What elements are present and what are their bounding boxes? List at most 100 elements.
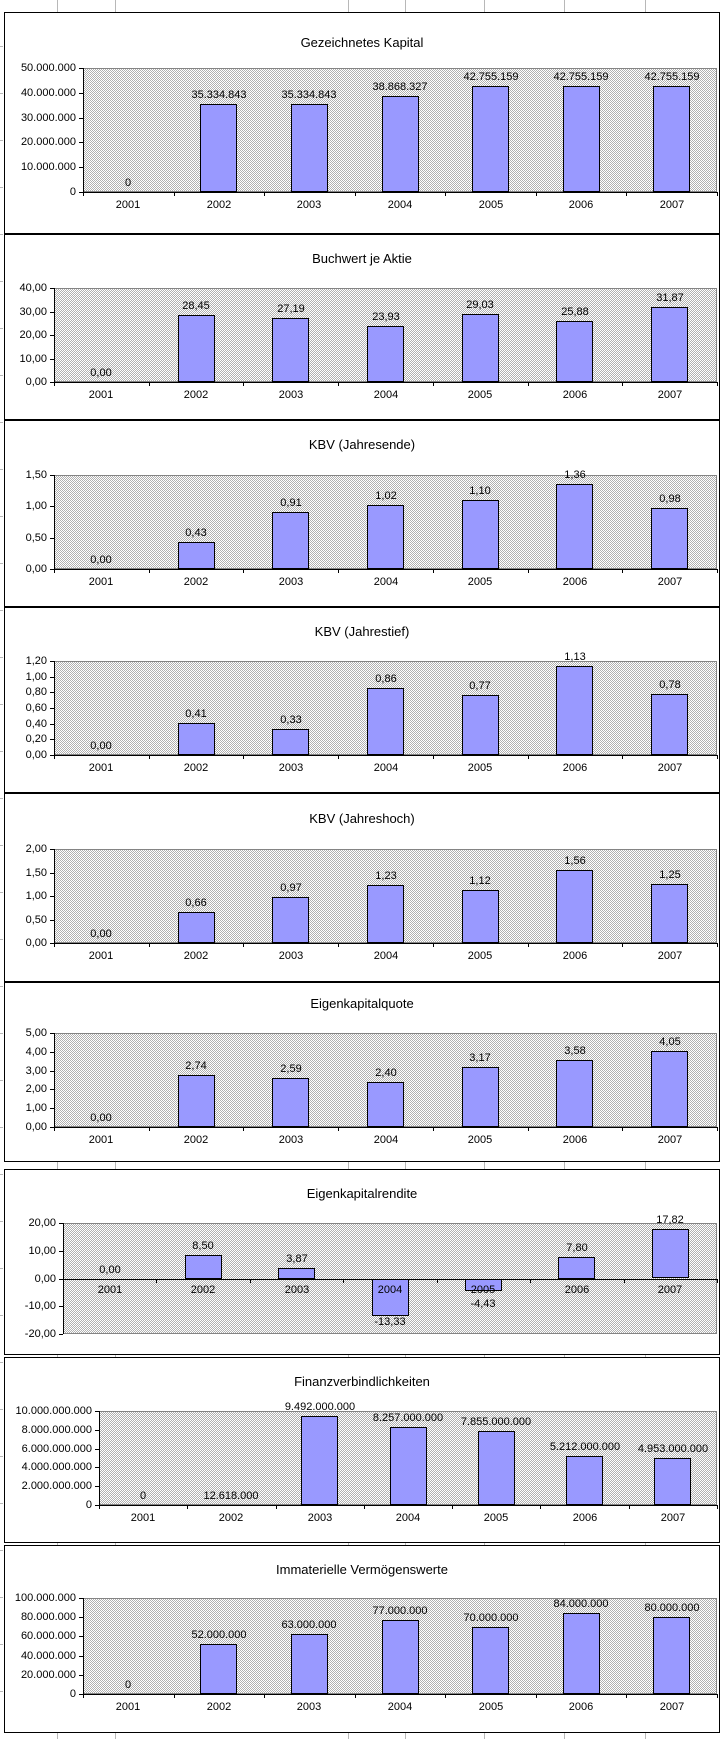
- data-label: 77.000.000: [372, 1605, 428, 1617]
- bar-2002[interactable]: [178, 912, 215, 943]
- data-label: 3,87: [286, 1253, 308, 1265]
- x-axis-tick: [54, 943, 55, 947]
- chart-1-box[interactable]: Gezeichnetes Kapital 0 10.000.000 20.000.00…: [4, 12, 720, 234]
- bar-2002[interactable]: [200, 1644, 237, 1694]
- chart-7-box[interactable]: Eigenkapitalrendite -20,00 -10,00 0,00 10,00…: [4, 1169, 720, 1355]
- chart-6-box[interactable]: Eigenkapitalquote 0,00 1,00 2,00 3,00 4,00 5,0…: [4, 982, 720, 1162]
- x-axis-tick: [437, 1279, 438, 1283]
- bar-2004[interactable]: [367, 1082, 404, 1127]
- bar-2004[interactable]: [382, 1620, 419, 1694]
- bar-2005[interactable]: [462, 1067, 499, 1127]
- bar-2004[interactable]: [372, 1279, 409, 1316]
- y-axis-tick-label: 2,00: [25, 1083, 47, 1095]
- bar-2004[interactable]: [367, 688, 404, 755]
- chart-title: Gezeichnetes Kapital: [300, 35, 424, 50]
- x-axis-category-label: 2003: [278, 576, 304, 588]
- bar-2005[interactable]: [462, 695, 499, 755]
- bar-2005[interactable]: [462, 314, 499, 382]
- bar-2006[interactable]: [563, 1613, 600, 1694]
- bar-2007[interactable]: [651, 508, 688, 569]
- bar-2005[interactable]: [478, 1431, 515, 1505]
- bar-2003[interactable]: [272, 1078, 309, 1127]
- bar-2007[interactable]: [652, 1229, 689, 1278]
- chart-title: Finanzverbindlichkeiten: [294, 1374, 430, 1389]
- x-axis-line: [63, 1279, 717, 1280]
- chart-title: Eigenkapitalrendite: [306, 1186, 418, 1201]
- bar-2007[interactable]: [651, 884, 688, 943]
- y-axis-tick: [50, 506, 54, 507]
- y-axis-tick-label: 100.000.000: [14, 1592, 76, 1604]
- data-label: 0,77: [469, 680, 491, 692]
- bar-2007[interactable]: [653, 86, 690, 192]
- data-label: 1,23: [375, 870, 397, 882]
- y-axis-tick: [59, 1334, 63, 1335]
- y-axis-tick: [59, 1251, 63, 1252]
- bar-2003[interactable]: [272, 512, 309, 569]
- bar-2002[interactable]: [178, 1075, 215, 1127]
- x-axis-category-label: 2001: [115, 1701, 141, 1713]
- data-label: -4,43: [470, 1298, 496, 1310]
- bar-2005[interactable]: [472, 86, 509, 192]
- data-label: 3,17: [469, 1052, 491, 1064]
- data-label: 27,19: [277, 303, 305, 315]
- bar-2006[interactable]: [556, 666, 593, 755]
- y-axis-tick-label: 10.000.000.000: [15, 1405, 92, 1417]
- bar-2006[interactable]: [556, 321, 593, 382]
- bar-2002[interactable]: [178, 315, 215, 382]
- bar-2007[interactable]: [651, 694, 688, 755]
- bar-2006[interactable]: [556, 870, 593, 943]
- y-axis-tick-label: 0,00: [34, 1273, 56, 1285]
- chart-2-box[interactable]: Buchwert je Aktie 0,00 10,00 20,00 30,00 40,0…: [4, 234, 720, 420]
- x-axis-tick: [536, 192, 537, 196]
- bar-2003[interactable]: [301, 1416, 338, 1505]
- bar-2006[interactable]: [566, 1456, 603, 1505]
- x-axis-tick: [622, 755, 623, 759]
- bar-2006[interactable]: [556, 1060, 593, 1127]
- x-axis-tick: [243, 382, 244, 386]
- chart-8-box[interactable]: Finanzverbindlichkeiten 0 2.000.000.000 4.0…: [4, 1357, 720, 1543]
- bar-2002[interactable]: [185, 1255, 222, 1279]
- bar-2007[interactable]: [654, 1458, 691, 1505]
- bar-2003[interactable]: [272, 318, 309, 382]
- bar-2004[interactable]: [390, 1427, 427, 1505]
- data-label: -13,33: [374, 1316, 406, 1328]
- bar-2006[interactable]: [556, 484, 593, 569]
- bar-2004[interactable]: [367, 505, 404, 569]
- chart-5-box[interactable]: KBV (Jahreshoch) 0,00 0,50 1,00 1,50 2,00 0,00…: [4, 793, 720, 982]
- chart-3-box[interactable]: KBV (Jahresende) 0,00 0,50 1,00 1,50 0,00 2001…: [4, 420, 720, 607]
- bar-2002[interactable]: [200, 104, 237, 192]
- bar-2003[interactable]: [272, 729, 309, 755]
- bar-2003[interactable]: [278, 1268, 315, 1279]
- y-axis-tick-label: 1,00: [25, 890, 47, 902]
- sheet-column-gridline: [484, 1543, 485, 1545]
- bar-2002[interactable]: [178, 723, 215, 755]
- x-axis-tick: [149, 1127, 150, 1131]
- chart-4-box[interactable]: KBV (Jahrestief) 0,00 0,20 0,40 0,60 0,80 1,00…: [4, 607, 720, 793]
- bar-2004[interactable]: [382, 96, 419, 192]
- bar-2003[interactable]: [272, 897, 309, 943]
- bar-2007[interactable]: [653, 1617, 690, 1694]
- data-label: 7,80: [566, 1242, 588, 1254]
- bar-2003[interactable]: [291, 104, 328, 192]
- data-label: 0,66: [185, 897, 207, 909]
- chart-9-box[interactable]: Immaterielle Vermögenswerte 0 20.000.000 40…: [4, 1545, 720, 1733]
- bar-2004[interactable]: [367, 885, 404, 943]
- bar-2004[interactable]: [367, 326, 404, 382]
- bar-2007[interactable]: [651, 1051, 688, 1127]
- x-axis-category-label: 2006: [568, 199, 594, 211]
- bar-2005[interactable]: [462, 500, 499, 569]
- sheet-column-gridline: [348, 1733, 349, 1739]
- bar-2006[interactable]: [563, 86, 600, 192]
- data-label: 1,56: [564, 855, 586, 867]
- data-label: 1,10: [469, 485, 491, 497]
- bar-2003[interactable]: [291, 1634, 328, 1694]
- y-axis-tick-label: 0,80: [25, 686, 47, 698]
- plot-area[interactable]: [83, 68, 717, 192]
- bar-2006[interactable]: [558, 1257, 595, 1279]
- bar-2005[interactable]: [472, 1627, 509, 1694]
- bar-2005[interactable]: [462, 890, 499, 943]
- y-axis-tick: [50, 677, 54, 678]
- x-axis-tick: [528, 382, 529, 386]
- bar-2002[interactable]: [178, 542, 215, 569]
- bar-2007[interactable]: [651, 307, 688, 382]
